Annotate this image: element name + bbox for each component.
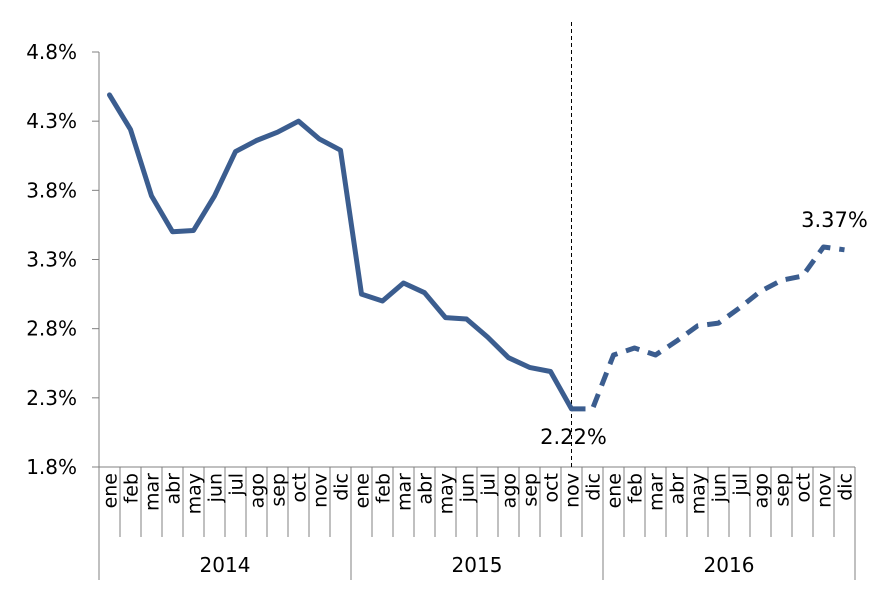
y-tick-label: 3.3% [26,248,77,272]
month-label: nov [562,473,584,508]
month-label: jun [205,473,227,503]
data-label-min: 2.22% [540,425,607,449]
month-label: nov [310,473,332,508]
month-label: sep [520,473,542,507]
year-label: 2014 [200,553,251,577]
y-axis: 1.8% 2.3% 2.8% 3.3% 3.8% 4.3% 4.8% [26,40,100,479]
month-label: abr [667,473,689,505]
y-tick-label: 4.3% [26,109,77,133]
y-tick-label: 2.3% [26,386,77,410]
x-axis: ene feb mar abr may jun jul ago sep oct nov dic ene f… [98,466,857,580]
year-label: 2015 [452,553,503,577]
y-tick-label: 1.8% [26,455,77,479]
month-label: ene [100,473,122,508]
month-label: sep [772,473,794,507]
series-line-forecast [571,244,845,412]
month-label: mar [394,473,416,511]
month-label: sep [268,473,290,507]
y-tick-label: 3.8% [26,178,77,202]
month-label: dic [583,473,605,501]
month-label: ene [604,473,626,508]
month-label: may [688,473,710,514]
month-label: jul [478,473,500,497]
month-label: abr [415,473,437,505]
month-label: jul [730,473,752,497]
year-label: 2016 [704,553,755,577]
month-label: dic [331,473,353,501]
month-label: ene [352,473,374,508]
month-label: dic [835,473,857,501]
data-label-last: 3.37% [801,208,868,232]
month-label: jul [226,473,248,497]
month-label: may [184,473,206,514]
y-tick-label: 2.8% [26,317,77,341]
month-label: ago [247,473,269,508]
month-label: mar [142,473,164,511]
month-label: abr [163,473,185,505]
month-label: nov [814,473,836,508]
month-label: oct [541,473,563,503]
month-label: feb [121,473,143,503]
y-tick-label: 4.8% [26,40,77,64]
series-line-actual [107,92,574,412]
month-label: feb [373,473,395,503]
month-label: jun [457,473,479,503]
month-label: oct [793,473,815,503]
month-label: mar [646,473,668,511]
month-label: ago [499,473,521,508]
month-label: feb [625,473,647,503]
month-label: jun [709,473,731,503]
month-label: ago [751,473,773,508]
month-label: may [436,473,458,514]
month-label: oct [289,473,311,503]
